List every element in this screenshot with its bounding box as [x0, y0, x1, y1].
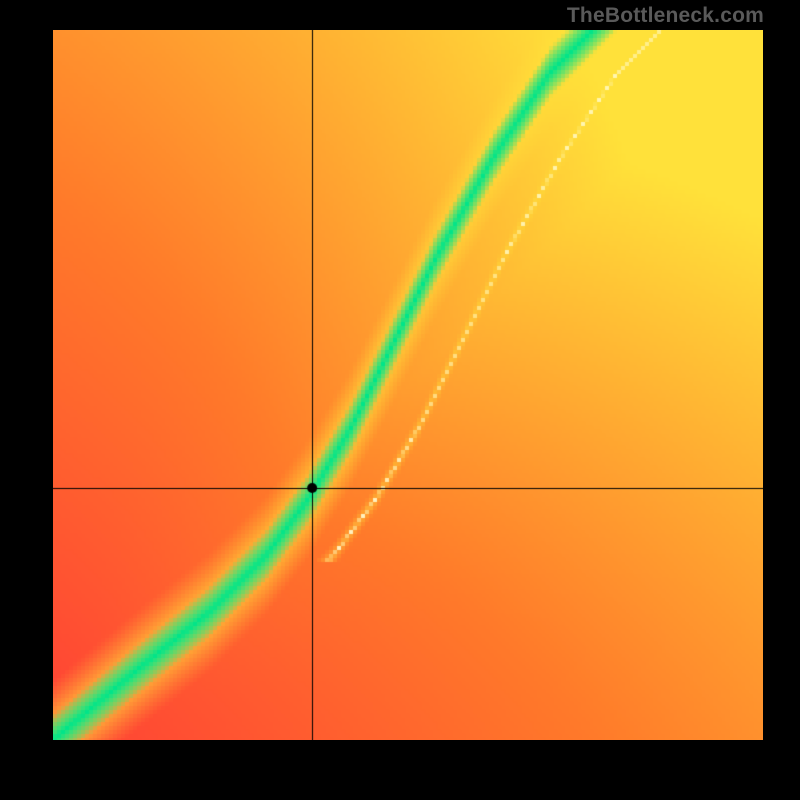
watermark-text: TheBottleneck.com: [567, 4, 764, 28]
bottleneck-heatmap: [53, 30, 763, 740]
